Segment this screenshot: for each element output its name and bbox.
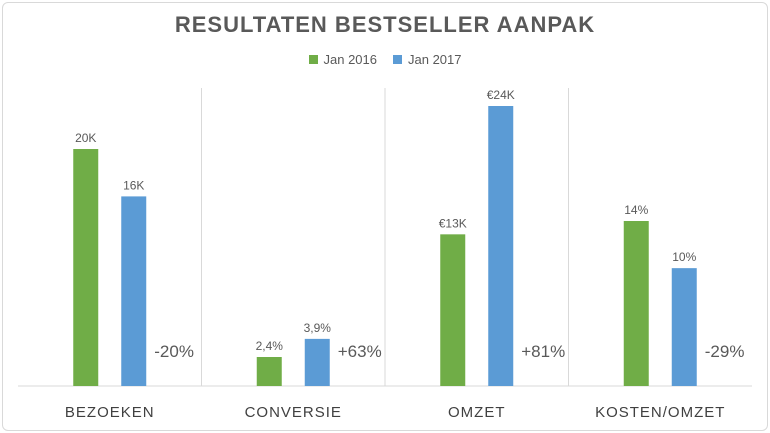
legend-item-series-2: Jan 2017	[393, 52, 462, 67]
bar-2-omzet	[488, 106, 514, 386]
data-label: €24K	[487, 88, 515, 102]
bar-1-bezoeken	[73, 149, 99, 386]
bar-1-conversie	[256, 357, 282, 386]
data-label: €13K	[439, 216, 467, 230]
bar-1-kosten-omzet	[623, 221, 649, 386]
category-label: BEZOEKEN	[65, 404, 155, 421]
category-label: KOSTEN/OMZET	[595, 404, 725, 421]
change-label: -20%	[154, 342, 194, 361]
change-label: +81%	[521, 342, 565, 361]
data-label: 20K	[75, 131, 96, 145]
category-label: OMZET	[448, 404, 506, 421]
data-label: 10%	[672, 250, 696, 264]
data-label: 16K	[123, 178, 144, 192]
data-label: 3,9%	[304, 321, 332, 335]
bar-2-kosten-omzet	[671, 268, 697, 386]
legend-swatch-series-2	[393, 55, 402, 64]
legend-item-series-1: Jan 2016	[308, 52, 378, 67]
bar-2-conversie	[304, 338, 330, 386]
chart-legend: Jan 2016 Jan 2017	[0, 52, 770, 67]
chart-title: RESULTATEN BESTSELLER AANPAK	[174, 12, 596, 37]
change-label: -29%	[705, 342, 745, 361]
bar-2-bezoeken	[121, 196, 147, 386]
data-label: 2,4%	[256, 339, 284, 353]
legend-swatch-series-1	[308, 55, 318, 64]
category-label: CONVERSIE	[245, 404, 342, 421]
data-label: 14%	[624, 203, 648, 217]
legend-label-series-1: Jan 2016	[323, 52, 378, 67]
change-label: +63%	[338, 342, 382, 361]
legend-label-series-2: Jan 2017	[408, 52, 462, 67]
bar-1-omzet	[440, 234, 466, 386]
